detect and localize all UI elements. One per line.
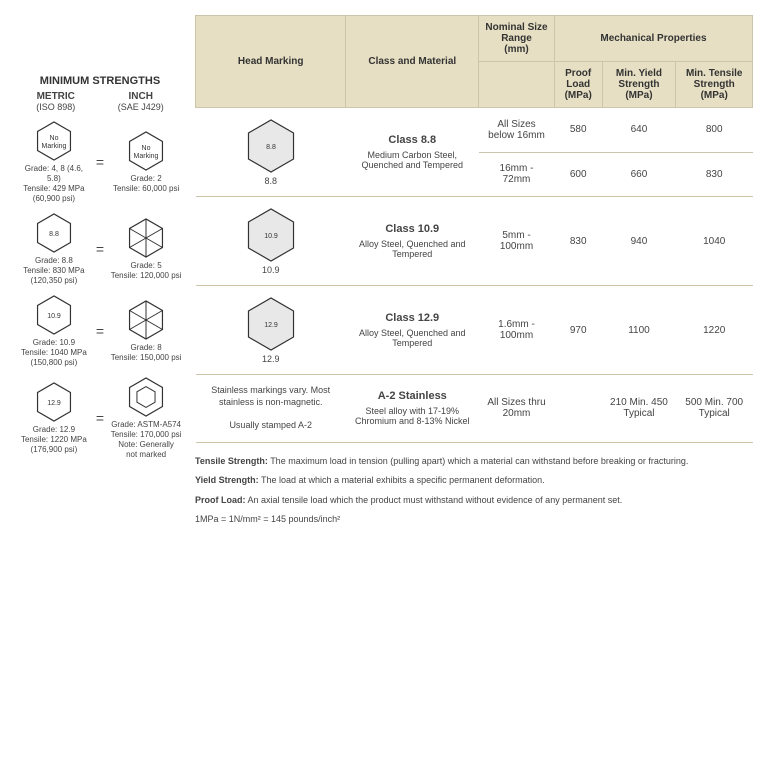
svg-text:Marking: Marking: [134, 153, 159, 160]
proof-cell: 580: [554, 108, 602, 153]
equivalence-row: NoMarkingGrade: 4, 8 (4.6, 5.8)Tensile: …: [15, 120, 185, 204]
equivalence-row: 10.9Grade: 10.9Tensile: 1040 MPa(150,800…: [15, 294, 185, 368]
class-material-cell: Class 10.9Alloy Steel, Quenched and Temp…: [346, 197, 479, 286]
table-row: 10.910.9Class 10.9Alloy Steel, Quenched …: [196, 197, 753, 286]
svg-text:No: No: [49, 135, 58, 142]
tensile-cell: 800: [676, 108, 753, 153]
th-tensile: Min. Tensile Strength(MPa): [676, 62, 753, 108]
svg-text:Marking: Marking: [41, 143, 66, 150]
head-marking-cell: Stainless markings vary. Most stainless …: [196, 375, 346, 443]
left-title: MINIMUM STRENGTHS: [15, 75, 185, 87]
equivalence-row: 12.9Grade: 12.9Tensile: 1220 MPa(176,900…: [15, 376, 185, 460]
yield-cell: 940: [602, 197, 676, 286]
yield-def-label: Yield Strength:: [195, 475, 259, 485]
proof-cell: [554, 375, 602, 443]
svg-text:No: No: [142, 145, 151, 152]
th-nominal: Nominal Size Range(mm): [479, 16, 555, 62]
class-material-cell: A-2 StainlessSteel alloy with 17-19% Chr…: [346, 375, 479, 443]
head-marking-cell: 12.912.9: [196, 286, 346, 375]
svg-text:10.9: 10.9: [47, 313, 61, 320]
size-cell: 16mm - 72mm: [479, 152, 555, 197]
th-head-marking: Head Marking: [196, 16, 346, 108]
proof-def-label: Proof Load:: [195, 495, 246, 505]
yield-cell: 210 Min. 450 Typical: [602, 375, 676, 443]
proof-cell: 600: [554, 152, 602, 197]
equivalence-row: 8.8Grade: 8.8Tensile: 830 MPa(120,350 ps…: [15, 212, 185, 286]
proof-cell: 830: [554, 197, 602, 286]
proof-cell: 970: [554, 286, 602, 375]
size-cell: 5mm - 100mm: [479, 197, 555, 286]
svg-text:12.9: 12.9: [47, 400, 61, 407]
size-cell: All Sizes below 16mm: [479, 108, 555, 153]
table-row: 8.88.8Class 8.8Medium Carbon Steel, Quen…: [196, 108, 753, 153]
th-proof: Proof Load(MPa): [554, 62, 602, 108]
head-marking-cell: 10.910.9: [196, 197, 346, 286]
svg-text:8.8: 8.8: [266, 144, 276, 151]
tensile-cell: 830: [676, 152, 753, 197]
strength-table: Head Marking Class and Material Nominal …: [195, 15, 753, 443]
right-panel: Head Marking Class and Material Nominal …: [195, 15, 753, 533]
tensile-cell: 1220: [676, 286, 753, 375]
class-material-cell: Class 8.8Medium Carbon Steel, Quenched a…: [346, 108, 479, 197]
left-panel: MINIMUM STRENGTHS METRIC(ISO 898) INCH(S…: [15, 15, 185, 533]
size-cell: All Sizes thru 20mm: [479, 375, 555, 443]
svg-text:12.9: 12.9: [264, 322, 278, 329]
size-cell: 1.6mm - 100mm: [479, 286, 555, 375]
left-headers: METRIC(ISO 898) INCH(SAE J429): [15, 91, 185, 112]
head-marking-cell: 8.88.8: [196, 108, 346, 197]
tensile-cell: 500 Min. 700 Typical: [676, 375, 753, 443]
yield-cell: 1100: [602, 286, 676, 375]
tensile-cell: 1040: [676, 197, 753, 286]
svg-text:10.9: 10.9: [264, 233, 278, 240]
th-yield: Min. Yield Strength(MPa): [602, 62, 676, 108]
table-row: Stainless markings vary. Most stainless …: [196, 375, 753, 443]
unit-conversion: 1MPa = 1N/mm² = 145 pounds/inch²: [195, 513, 753, 527]
definitions: Tensile Strength: The maximum load in te…: [195, 455, 753, 527]
th-mech: Mechanical Properties: [554, 16, 752, 62]
yield-cell: 640: [602, 108, 676, 153]
class-material-cell: Class 12.9Alloy Steel, Quenched and Temp…: [346, 286, 479, 375]
tensile-def-label: Tensile Strength:: [195, 456, 268, 466]
yield-cell: 660: [602, 152, 676, 197]
table-row: 12.912.9Class 12.9Alloy Steel, Quenched …: [196, 286, 753, 375]
th-class-material: Class and Material: [346, 16, 479, 108]
svg-text:8.8: 8.8: [49, 231, 59, 238]
